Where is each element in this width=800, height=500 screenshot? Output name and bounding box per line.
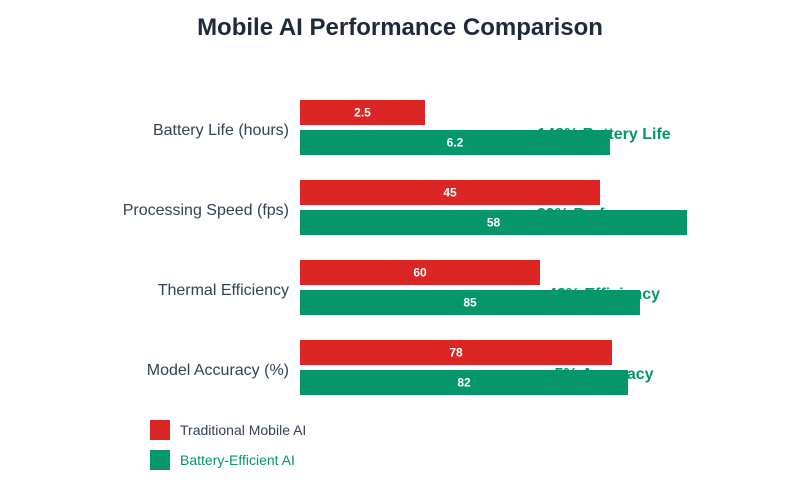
legend-swatch: [150, 450, 170, 470]
bar-value-label: 6.2: [447, 136, 464, 150]
efficient-bar: [300, 130, 610, 155]
category-label: Model Accuracy (%): [147, 362, 289, 379]
bar-value-label: 45: [443, 186, 457, 200]
efficient-bar: [300, 210, 687, 235]
bar-value-label: 58: [487, 216, 501, 230]
legend-label: Battery-Efficient AI: [180, 452, 295, 468]
bar-value-label: 78: [449, 346, 463, 360]
traditional-bar: [300, 260, 540, 285]
traditional-bar: [300, 100, 425, 125]
legend-label: Traditional Mobile AI: [180, 422, 306, 438]
efficient-bar: [300, 290, 640, 315]
bar-value-label: 60: [413, 266, 427, 280]
traditional-bar: [300, 180, 600, 205]
chart-title: Mobile AI Performance Comparison: [197, 14, 603, 41]
category-label: Battery Life (hours): [153, 122, 289, 139]
bar-value-label: 2.5: [354, 106, 371, 120]
category-label: Processing Speed (fps): [123, 202, 289, 219]
legend-swatch: [150, 420, 170, 440]
category-label: Thermal Efficiency: [158, 282, 289, 299]
efficient-bar: [300, 370, 628, 395]
traditional-bar: [300, 340, 612, 365]
bar-value-label: 82: [457, 376, 471, 390]
bar-value-label: 85: [463, 296, 477, 310]
